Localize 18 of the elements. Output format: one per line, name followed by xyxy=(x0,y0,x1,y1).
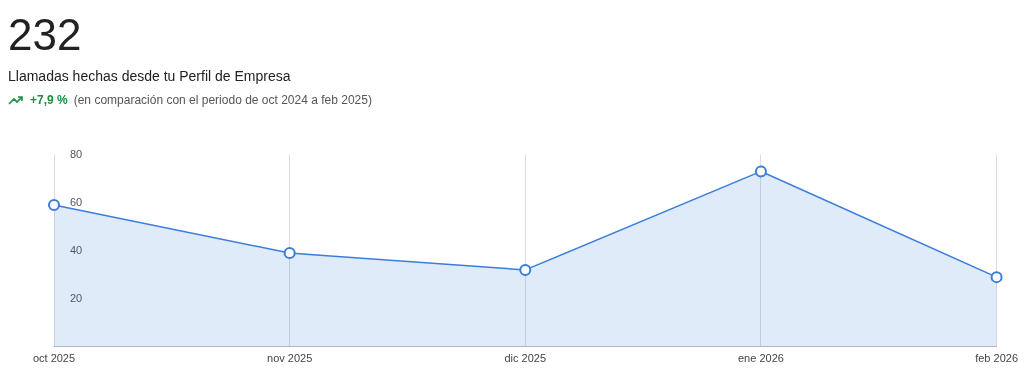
point xyxy=(519,263,532,276)
chart-title: 232 xyxy=(8,10,82,60)
y-tick-label: 40 xyxy=(70,243,83,256)
x-tick-label: nov 2025 xyxy=(267,352,313,365)
y-tick-label: 60 xyxy=(70,195,83,208)
x-tick-label: ene 2026 xyxy=(738,352,784,365)
chart-subtitle: Llamadas hechas desde tu Perfil de Empresa xyxy=(8,68,291,84)
point xyxy=(283,247,296,260)
text: +7,9 % xyxy=(30,93,68,107)
x-tick-label: oct 2025 xyxy=(32,352,76,365)
point xyxy=(48,199,60,212)
point xyxy=(754,165,767,178)
y-tick-label: 20 xyxy=(70,291,83,304)
text: (en comparación con el periodo de oct 2024 a feb 2025) xyxy=(73,93,372,107)
y-tick-label: 80 xyxy=(70,147,83,160)
x-tick-label: feb 2026 xyxy=(975,352,1018,365)
x-tick-label: dic 2025 xyxy=(504,352,547,365)
point xyxy=(990,271,1003,284)
